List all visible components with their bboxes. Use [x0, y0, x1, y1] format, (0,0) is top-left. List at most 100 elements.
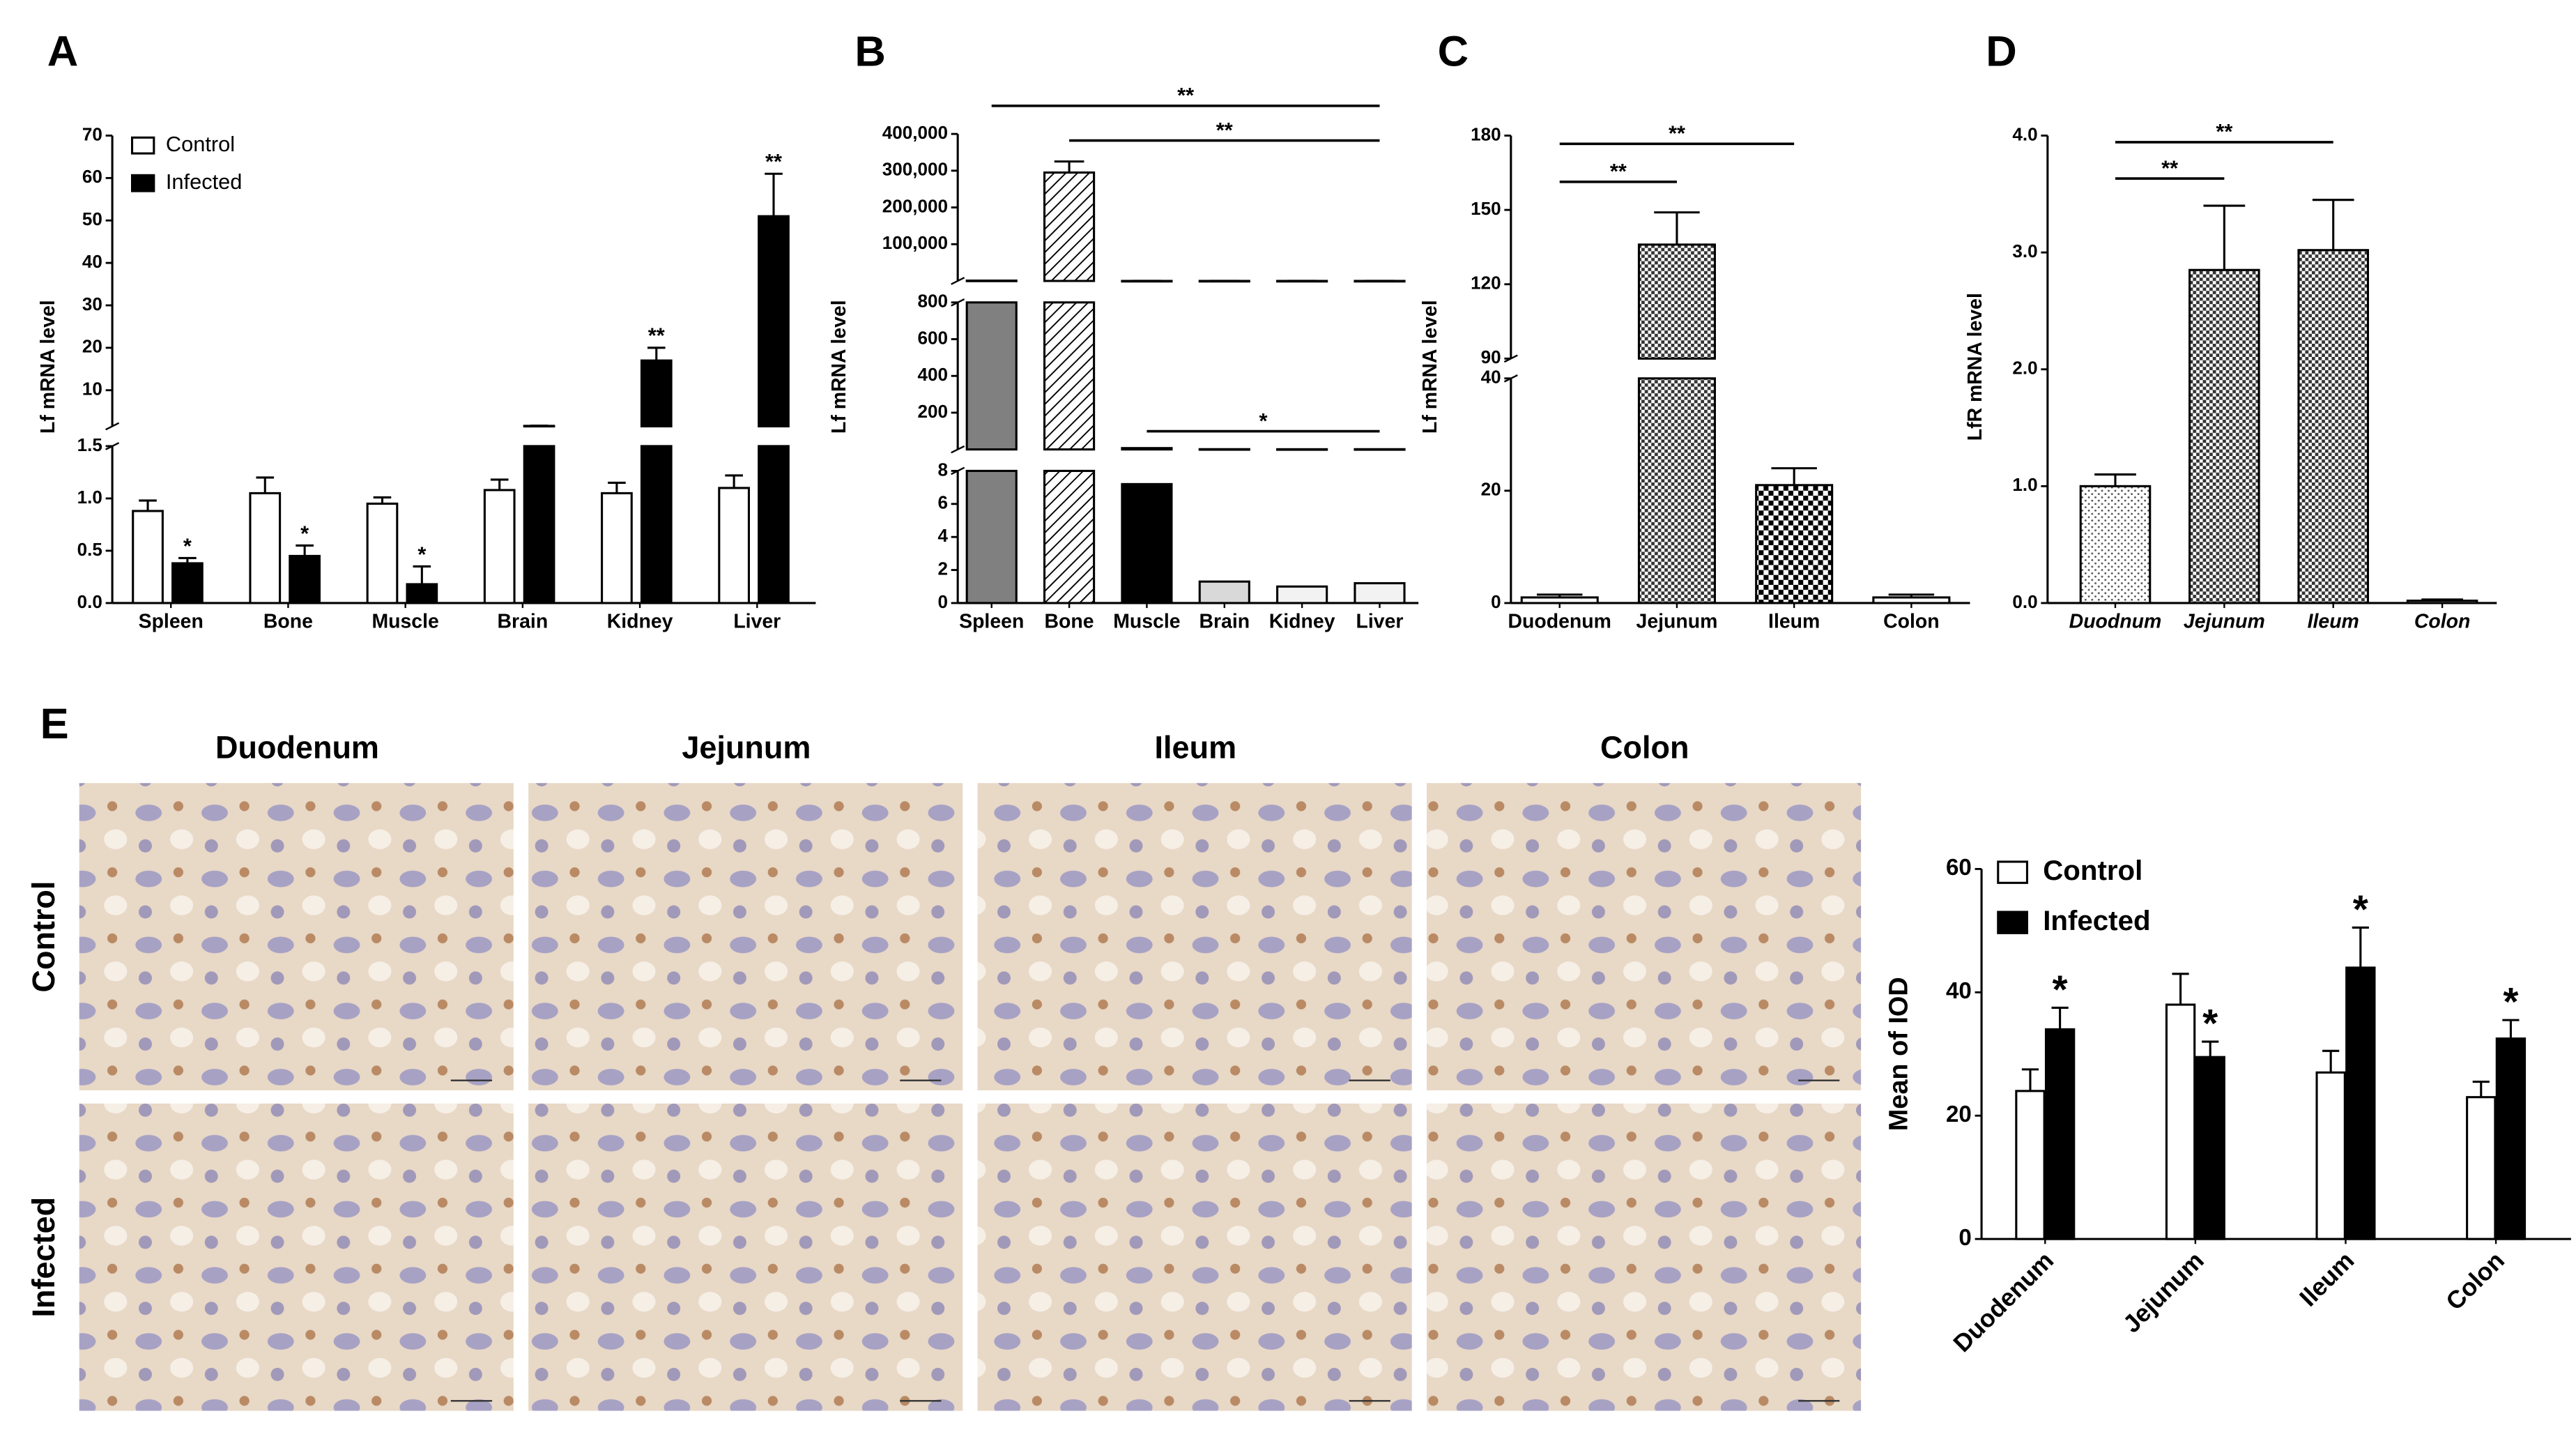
x-tick-label: Ileum — [2294, 1247, 2359, 1312]
bar — [640, 359, 673, 428]
x-tick-label: Jejunum — [2184, 611, 2265, 633]
comparison-label: ** — [2216, 119, 2232, 144]
bar — [965, 301, 1018, 451]
micrograph — [79, 1103, 514, 1411]
x-tick-label: Liver — [733, 611, 781, 633]
bar — [718, 487, 750, 604]
x-tick-label: Brain — [498, 611, 549, 633]
legend-label: Infected — [166, 169, 243, 194]
x-tick-label: Muscle — [1113, 611, 1180, 633]
bar — [1043, 469, 1096, 604]
y-tick-label: 50 — [82, 208, 102, 229]
column-title: Ileum — [1155, 730, 1237, 766]
bar — [1121, 482, 1173, 604]
y-axis-label: Mean of IOD — [1884, 977, 1913, 1131]
bar — [2165, 1003, 2196, 1240]
y-tick-label: 20 — [1946, 1102, 1972, 1127]
micrograph — [977, 783, 1412, 1090]
legend-swatch — [130, 174, 155, 192]
y-tick-label: 1.0 — [77, 487, 102, 508]
x-tick-label: Brain — [1199, 611, 1250, 633]
bar — [1276, 585, 1328, 604]
y-tick-label: 4.0 — [2012, 123, 2037, 144]
x-tick-label: Kidney — [1269, 611, 1335, 633]
comparison-label: ** — [1669, 121, 1685, 146]
legend-label: Control — [166, 132, 235, 156]
y-tick-label: 40 — [82, 251, 102, 272]
significance: * — [2202, 1002, 2218, 1046]
y-tick-label: 180 — [1471, 123, 1501, 144]
bar — [249, 492, 282, 604]
y-tick-label: 20 — [82, 336, 102, 357]
comparison-label: ** — [1177, 83, 1194, 107]
y-tick-label: 120 — [1471, 273, 1501, 294]
significance: * — [417, 542, 426, 566]
panel-label: E — [40, 700, 69, 748]
bar — [2195, 1056, 2225, 1240]
bar — [1043, 301, 1096, 451]
bar — [2495, 1037, 2527, 1240]
x-tick-label: Duodnum — [2069, 611, 2162, 633]
bar — [2015, 1090, 2046, 1240]
x-tick-label: Jejunum — [2117, 1247, 2209, 1339]
y-tick-label: 1.5 — [77, 434, 102, 455]
y-tick-label: 20 — [1481, 479, 1501, 500]
axis-break — [105, 422, 120, 431]
y-tick-label: 0.0 — [2012, 591, 2037, 612]
y-tick-label: 0 — [1491, 591, 1501, 612]
bar — [523, 445, 555, 604]
bar — [1520, 596, 1599, 604]
axis-break — [951, 445, 965, 454]
y-axis-label: Lf mRNA level — [1419, 300, 1441, 434]
y-tick-label: 100,000 — [882, 232, 948, 253]
bar — [1637, 377, 1716, 604]
bar — [758, 215, 790, 428]
y-tick-label: 40 — [1946, 978, 1972, 1004]
y-tick-label: 200,000 — [882, 195, 948, 216]
x-tick-label: Colon — [1883, 611, 1940, 633]
significance: ** — [648, 323, 665, 348]
y-tick-label: 600 — [917, 327, 947, 348]
y-tick-label: 200 — [917, 401, 947, 422]
legend-swatch — [130, 136, 155, 155]
x-tick-label: Spleen — [959, 611, 1024, 633]
y-axis-label: LfR mRNA level — [1964, 293, 1986, 441]
legend-label: Control — [2043, 855, 2142, 886]
bar — [2188, 268, 2260, 604]
x-tick-label: Liver — [1356, 611, 1404, 633]
row-title: Infected — [26, 1197, 61, 1318]
bar — [640, 445, 673, 604]
legend-swatch — [1997, 911, 2029, 934]
micrograph — [528, 783, 963, 1090]
bar — [2315, 1071, 2346, 1240]
y-tick-label: 400 — [917, 364, 947, 385]
y-tick-label: 2 — [937, 558, 948, 579]
y-tick-label: 6 — [937, 492, 948, 513]
bar — [758, 445, 790, 604]
y-tick-label: 90 — [1481, 347, 1501, 367]
panel-label: B — [854, 28, 885, 76]
bar — [132, 510, 164, 604]
bar — [2466, 1096, 2497, 1240]
comparison-label: ** — [2161, 155, 2178, 180]
bar — [171, 562, 204, 604]
bar — [1276, 448, 1328, 451]
comparison-label: * — [1259, 409, 1267, 433]
x-tick-label: Ileum — [2308, 611, 2359, 633]
x-tick-label: Jejunum — [1636, 611, 1718, 633]
bar — [2079, 485, 2152, 604]
bar — [1043, 171, 1096, 282]
significance: * — [2053, 968, 2069, 1012]
bar — [366, 502, 399, 604]
micrograph — [528, 1103, 963, 1411]
x-tick-label: Colon — [2441, 1247, 2510, 1316]
x-tick-label: Kidney — [607, 611, 673, 633]
x-tick-label: Bone — [1045, 611, 1094, 633]
y-tick-label: 300,000 — [882, 159, 948, 180]
y-tick-label: 400,000 — [882, 122, 948, 143]
bar — [483, 489, 516, 604]
bar — [1755, 484, 1834, 604]
micrograph — [977, 1103, 1412, 1411]
